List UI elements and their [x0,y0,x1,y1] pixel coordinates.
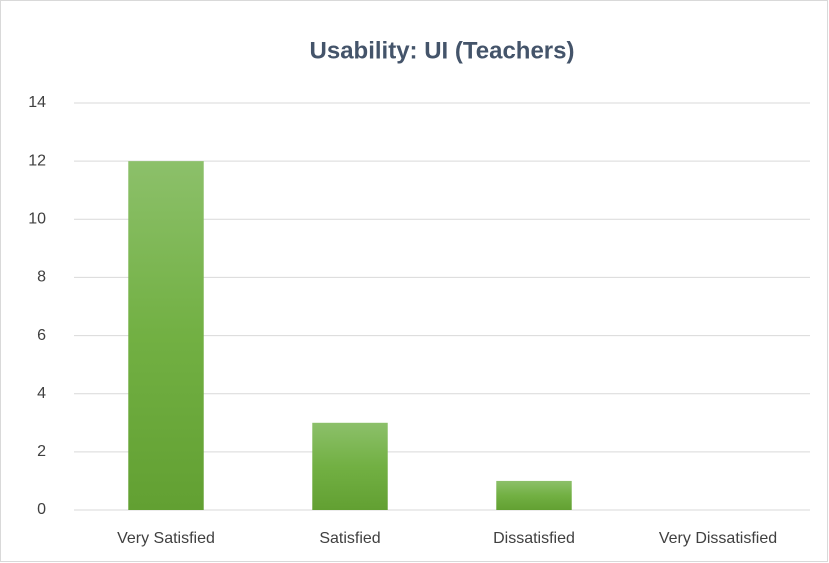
y-tick-label: 8 [37,269,46,286]
y-tick-label: 0 [37,501,46,518]
y-tick-label: 2 [37,443,46,460]
y-tick-label: 10 [28,211,46,228]
x-tick-label: Very Dissatisfied [659,530,777,547]
y-tick-label: 6 [37,327,46,344]
y-tick-label: 14 [28,94,46,111]
bar [496,480,572,510]
x-tick-label: Very Satisfied [117,530,215,547]
y-tick-label: 4 [37,385,46,402]
x-tick-label: Dissatisfied [493,530,575,547]
y-tick-label: 12 [28,152,46,169]
chart-title: Usability: UI (Teachers) [310,37,575,64]
x-tick-label: Satisfied [319,530,380,547]
bar [312,422,388,510]
bar [128,161,204,510]
